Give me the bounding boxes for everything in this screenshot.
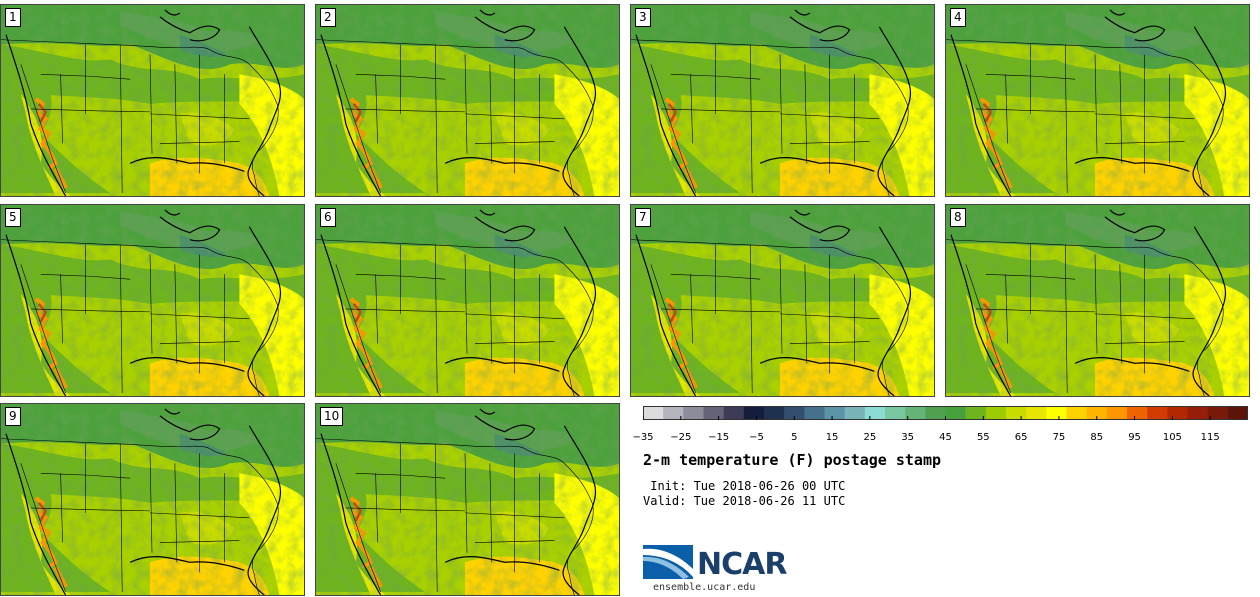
colorbar-tick-label: 55 xyxy=(976,432,990,443)
colorbar-tick-labels: −35 −25 −15 −5 5 15 25 35 45 55 65 75 85 95 105 115 xyxy=(632,432,1248,448)
ensemble-member-map: 3 xyxy=(630,4,935,197)
colorbar-swatch xyxy=(885,406,906,420)
colorbar-tick-label: −25 xyxy=(670,432,692,443)
colorbar-swatch xyxy=(804,406,825,420)
colorbar-swatch xyxy=(925,406,946,420)
colorbar-tick-label: 15 xyxy=(825,432,839,443)
colorbar-swatch xyxy=(1127,406,1148,420)
colorbar-swatch xyxy=(1167,406,1188,420)
colorbar-tick-label: −15 xyxy=(708,432,730,443)
member-number-badge: 10 xyxy=(320,407,344,426)
colorbar-tick-label: 105 xyxy=(1162,432,1182,443)
colorbar-swatch xyxy=(764,406,785,420)
colorbar-swatch xyxy=(985,406,1007,420)
member-number-badge: 3 xyxy=(635,8,651,27)
colorbar-tick-label: 5 xyxy=(791,432,798,443)
colorbar-swatch xyxy=(1066,406,1087,420)
page-title: 2-m temperature (F) postage stamp xyxy=(643,451,942,469)
colorbar-swatch xyxy=(1006,406,1027,420)
ensemble-member-map: 10 xyxy=(315,403,620,596)
colorbar-swatch xyxy=(703,406,724,420)
colorbar-swatch xyxy=(1106,406,1128,420)
colorbar-swatch xyxy=(1046,406,1067,420)
colorbar-swatch xyxy=(824,406,845,420)
colorbar-tick-label: 35 xyxy=(901,432,915,443)
ensemble-member-map: 1 xyxy=(0,4,305,197)
ensemble-member-map: 5 xyxy=(0,204,305,397)
colorbar-swatch xyxy=(1227,406,1248,420)
colorbar-tick-label: −35 xyxy=(632,432,654,443)
valid-time: Valid: Tue 2018-06-26 11 UTC xyxy=(643,494,846,508)
colorbar-swatch xyxy=(784,406,805,420)
site-url: ensemble.ucar.edu xyxy=(653,582,756,593)
colorbar-swatch xyxy=(1147,406,1168,420)
colorbar-swatch xyxy=(1086,406,1108,420)
colorbar-swatch xyxy=(844,406,866,420)
ncar-logo-text: NCAR xyxy=(697,547,787,582)
colorbar-tick-label: 75 xyxy=(1052,432,1066,443)
ensemble-member-map: 4 xyxy=(945,4,1250,197)
member-number-badge: 5 xyxy=(5,208,21,227)
ensemble-member-map: 2 xyxy=(315,4,620,197)
colorbar-tick-label: 65 xyxy=(1014,432,1028,443)
colorbar-swatch xyxy=(1187,406,1208,420)
colorbar-swatch xyxy=(945,406,966,420)
colorbar-swatch xyxy=(743,406,765,420)
ensemble-member-map: 9 xyxy=(0,403,305,596)
ensemble-member-map: 6 xyxy=(315,204,620,397)
member-number-badge: 2 xyxy=(320,8,336,27)
colorbar-swatch xyxy=(1026,406,1047,420)
colorbar-tick-label: 95 xyxy=(1128,432,1141,443)
ncar-logo-icon xyxy=(643,545,693,579)
member-number-badge: 8 xyxy=(950,208,966,227)
colorbar-tick-label: −5 xyxy=(749,432,764,443)
colorbar-swatch xyxy=(643,406,664,420)
colorbar-swatch xyxy=(723,406,745,420)
member-number-badge: 4 xyxy=(950,8,966,27)
colorbar-swatch xyxy=(663,406,684,420)
colorbar-swatch xyxy=(1207,406,1229,420)
colorbar-swatch xyxy=(864,406,886,420)
member-number-badge: 1 xyxy=(5,8,21,27)
colorbar xyxy=(643,406,1248,420)
colorbar-tick-label: 115 xyxy=(1200,432,1220,443)
colorbar-tick-label: 25 xyxy=(863,432,877,443)
ensemble-member-map: 7 xyxy=(630,204,935,397)
ensemble-member-map: 8 xyxy=(945,204,1250,397)
colorbar-tick-label: 85 xyxy=(1090,432,1104,443)
init-time: Init: Tue 2018-06-26 00 UTC xyxy=(643,479,846,493)
member-number-badge: 7 xyxy=(635,208,651,227)
member-number-badge: 9 xyxy=(5,407,21,426)
colorbar-swatch xyxy=(965,406,987,420)
colorbar-swatch xyxy=(905,406,926,420)
colorbar-swatch xyxy=(683,406,704,420)
member-number-badge: 6 xyxy=(320,208,336,227)
colorbar-tick-label: 45 xyxy=(939,432,952,443)
